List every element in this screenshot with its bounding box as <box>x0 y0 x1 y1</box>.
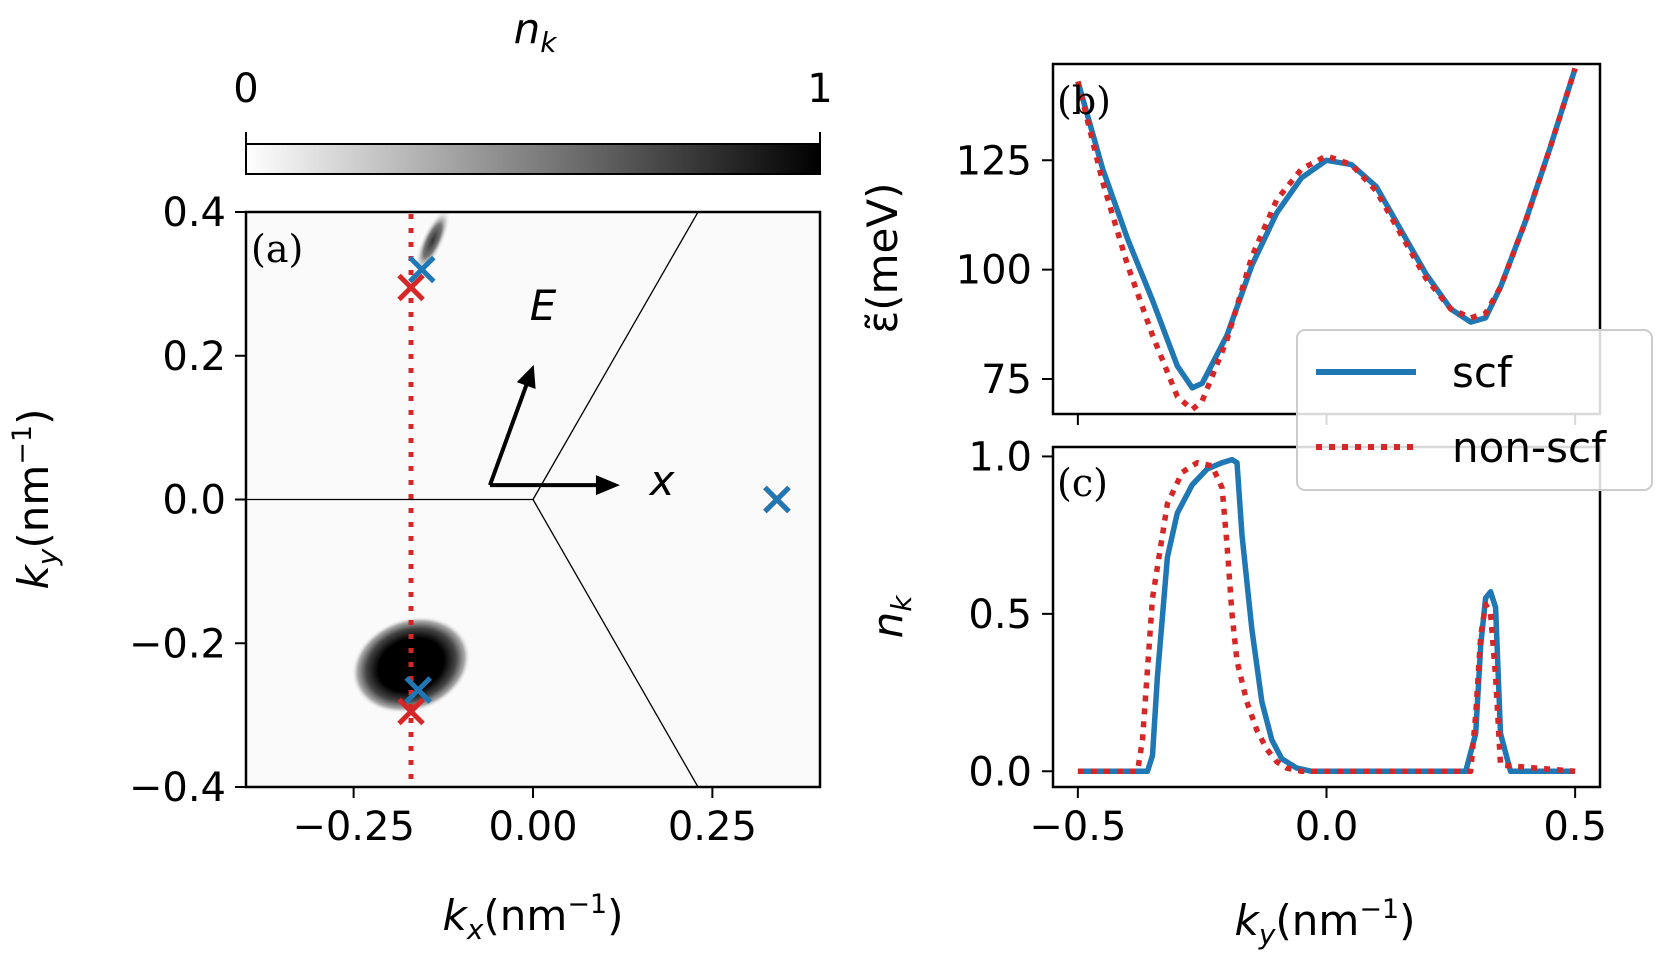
colorbar-gradient <box>245 143 821 175</box>
panel-c-occupation: (c) −0.5 0.0 0.5 0.0 0.5 1.0 ky(nm−1) nk <box>863 434 1607 951</box>
legend-label-scf: scf <box>1452 348 1513 397</box>
occupation-blob <box>414 212 451 274</box>
marker-non-scf <box>397 273 425 302</box>
panel-c-series <box>1077 456 1576 775</box>
panel-a-xlabel: kx(nm−1) <box>442 889 623 946</box>
zone-boundary-segment <box>532 499 699 787</box>
y-tick-label: 0.5 <box>968 592 1032 638</box>
zone-boundary <box>246 212 699 787</box>
marker-stroke <box>408 255 436 284</box>
panel-c-y-ticks: 0.0 0.5 1.0 <box>968 434 1053 795</box>
x-tick-label: 0.0 <box>1295 804 1359 850</box>
panel-b-label: (b) <box>1057 79 1111 123</box>
series-line-non-scf <box>1077 459 1576 775</box>
y-tick-label: −0.2 <box>129 621 226 667</box>
e-arrow-label: E <box>530 281 557 330</box>
panel-a-x-ticks: −0.25 0.00 0.25 <box>292 787 757 850</box>
e-arrow <box>488 381 530 486</box>
x-tick-label: 0.25 <box>668 804 757 850</box>
panel-a-y-ticks: −0.4 −0.2 0.0 0.2 0.4 <box>129 190 246 811</box>
direction-arrows: E x <box>488 281 676 505</box>
panel-c-frame <box>1051 445 1602 789</box>
x-tick-label: 0.00 <box>488 804 577 850</box>
marker-scf <box>408 255 436 284</box>
y-tick-label: 100 <box>956 248 1032 294</box>
marker-non-scf <box>397 697 425 726</box>
legend-label-non-scf: non-scf <box>1452 423 1607 472</box>
legend: scf non-scf <box>1296 329 1653 491</box>
y-tick-label: 0.2 <box>162 334 226 380</box>
x-arrowhead <box>595 475 620 496</box>
colorbar-max-label: 1 <box>807 66 832 112</box>
panel-b-y-ticks: 75 100 125 <box>956 138 1053 403</box>
y-tick-label: 75 <box>981 357 1032 403</box>
panel-c-xlabel: ky(nm−1) <box>1234 894 1415 951</box>
panel-b-series <box>1075 67 1578 413</box>
y-tick-label: 0.0 <box>162 478 226 524</box>
y-tick-label: 0.0 <box>968 749 1032 795</box>
colorbar-label: nk <box>514 4 559 59</box>
marker-stroke <box>763 485 791 514</box>
series-line-scf <box>1077 456 1576 775</box>
colorbar-min-label: 0 <box>233 66 258 112</box>
panel-c-label: (c) <box>1057 461 1108 505</box>
zone-boundary-segment <box>532 212 699 500</box>
x-tick-label: −0.5 <box>1029 804 1126 850</box>
panel-b-ylabel: ε̃(meV) <box>858 183 907 334</box>
y-tick-label: −0.4 <box>129 765 226 811</box>
marker-stroke <box>397 697 425 726</box>
y-tick-label: 0.4 <box>162 190 226 236</box>
series-line-scf <box>1075 67 1578 391</box>
panel-c-x-ticks: −0.5 0.0 0.5 <box>1029 787 1607 850</box>
panel-a-heatmap: E x (a) −0.25 0.00 0.25 −0.4−0.20.00.20.4 … <box>7 190 822 946</box>
e-arrowhead <box>516 364 536 389</box>
x-arrow-label: x <box>648 456 676 505</box>
marker-stroke <box>397 273 425 302</box>
panel-a-label: (a) <box>251 227 303 271</box>
y-tick-label: 1.0 <box>968 434 1032 480</box>
marker-stroke <box>404 676 432 704</box>
panel-a-ylabel: ky(nm−1) <box>7 408 64 589</box>
colorbar: nk 0 1 <box>233 4 833 175</box>
x-tick-label: −0.25 <box>292 804 415 850</box>
marker-scf <box>763 485 791 514</box>
marker-scf <box>404 676 432 704</box>
panel-c-ylabel: nk <box>863 594 918 639</box>
kpoint-markers <box>397 255 791 726</box>
x-tick-label: 0.5 <box>1543 804 1607 850</box>
y-tick-label: 125 <box>956 138 1032 184</box>
